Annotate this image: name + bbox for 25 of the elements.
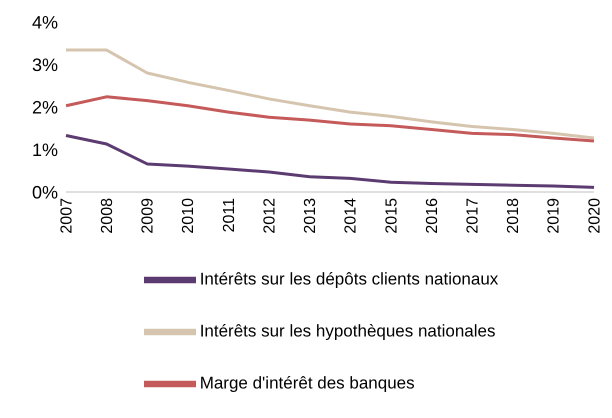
x-tick-label: 2012 bbox=[261, 198, 278, 234]
legend-label: Intérêts sur les hypothèques nationales bbox=[200, 321, 496, 340]
line-series bbox=[64, 95, 596, 142]
y-tick-label: 2% bbox=[32, 97, 58, 118]
x-tick-label: 2017 bbox=[464, 198, 482, 234]
x-tick-label: 2008 bbox=[98, 198, 116, 234]
x-tick-label: 2016 bbox=[424, 198, 441, 234]
x-tick-label: 2020 bbox=[586, 198, 604, 234]
y-tick-label: 4% bbox=[32, 12, 58, 32]
x-tick-label: 2014 bbox=[342, 198, 360, 234]
x-tick-label: 2019 bbox=[546, 198, 563, 234]
y-tick-label: 0% bbox=[32, 182, 58, 202]
legend-label: Marge d'intérêt des banques bbox=[200, 373, 415, 392]
line-series bbox=[64, 134, 596, 189]
x-tick-label: 2007 bbox=[58, 198, 76, 234]
x-tick-label: 2013 bbox=[302, 198, 320, 234]
x-tick-label: 2009 bbox=[140, 198, 157, 234]
x-tick-label: 2018 bbox=[505, 198, 522, 234]
line-series bbox=[64, 48, 596, 140]
x-tick-label: 2015 bbox=[383, 198, 400, 234]
legend-label: Intérêts sur les dépôts clients nationaux bbox=[200, 269, 498, 288]
y-tick-label: 1% bbox=[32, 140, 58, 160]
x-tick-label: 2011 bbox=[220, 198, 238, 232]
x-tick-label: 2010 bbox=[180, 198, 198, 234]
y-tick-label: 3% bbox=[32, 54, 58, 75]
